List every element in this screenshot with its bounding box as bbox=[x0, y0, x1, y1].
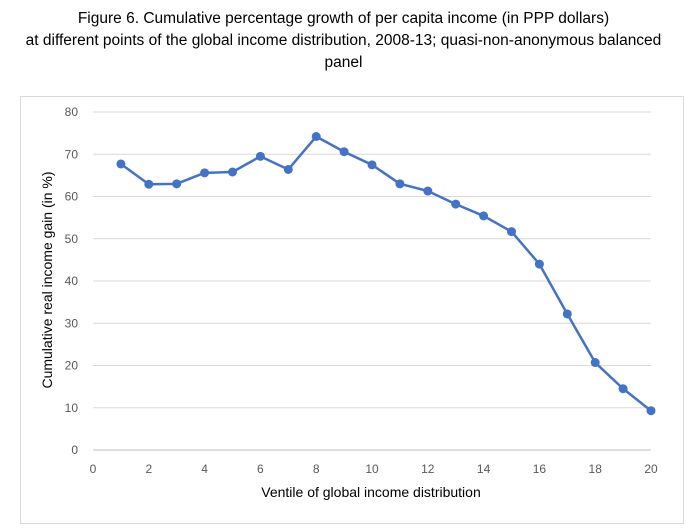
gridlines bbox=[93, 111, 651, 451]
y-tick-label: 50 bbox=[65, 232, 79, 246]
y-tick-label: 10 bbox=[65, 401, 79, 415]
x-tick-label: 10 bbox=[365, 462, 379, 476]
data-point bbox=[200, 168, 210, 178]
y-axis-label: Cumulative real income gain (in %) bbox=[39, 171, 55, 388]
data-point bbox=[116, 159, 126, 169]
data-point bbox=[646, 406, 656, 416]
data-point bbox=[311, 132, 321, 142]
x-tick-label: 12 bbox=[421, 462, 435, 476]
data-point bbox=[395, 179, 405, 189]
x-tick-label: 20 bbox=[644, 462, 658, 476]
y-tick-label: 40 bbox=[65, 274, 79, 288]
data-point bbox=[255, 151, 265, 161]
x-tick-label: 16 bbox=[533, 462, 547, 476]
data-point bbox=[172, 179, 182, 189]
y-tick-label: 60 bbox=[65, 190, 79, 204]
chart-frame bbox=[20, 96, 684, 524]
caption-line-3: panel bbox=[324, 54, 363, 71]
y-tick-label: 0 bbox=[71, 443, 78, 457]
x-axis-ticks: 0 2 4 6 8 10 12 14 16 18 20 bbox=[90, 462, 658, 476]
data-point bbox=[534, 259, 544, 269]
data-point bbox=[562, 309, 572, 319]
data-point bbox=[339, 147, 349, 157]
y-tick-label: 70 bbox=[65, 147, 79, 161]
data-point bbox=[367, 160, 377, 170]
x-axis-label: Ventile of global income distribution bbox=[261, 484, 480, 500]
y-tick-label: 80 bbox=[65, 105, 79, 119]
data-point bbox=[479, 211, 489, 221]
caption-line-1: Figure 6. Cumulative percentage growth o… bbox=[77, 10, 610, 27]
data-series bbox=[116, 132, 656, 416]
x-tick-label: 0 bbox=[90, 462, 97, 476]
x-tick-label: 4 bbox=[201, 462, 208, 476]
y-tick-label: 20 bbox=[65, 359, 79, 373]
data-point bbox=[283, 164, 293, 174]
x-tick-label: 2 bbox=[145, 462, 152, 476]
data-point bbox=[423, 186, 433, 196]
data-point bbox=[144, 179, 154, 189]
figure-caption: Figure 6. Cumulative percentage growth o… bbox=[0, 8, 687, 74]
y-tick-label: 30 bbox=[65, 316, 79, 330]
x-tick-label: 18 bbox=[589, 462, 603, 476]
caption-line-2: at different points of the global income… bbox=[25, 32, 662, 49]
x-tick-label: 8 bbox=[313, 462, 320, 476]
data-point bbox=[451, 199, 461, 209]
data-point bbox=[590, 358, 600, 368]
x-tick-label: 6 bbox=[257, 462, 264, 476]
data-point bbox=[618, 384, 628, 394]
x-tick-label: 14 bbox=[477, 462, 491, 476]
y-axis-ticks: 0 10 20 30 40 50 60 70 80 bbox=[65, 105, 79, 457]
series-line bbox=[120, 135, 652, 412]
data-point bbox=[507, 227, 516, 237]
data-point bbox=[228, 167, 237, 177]
